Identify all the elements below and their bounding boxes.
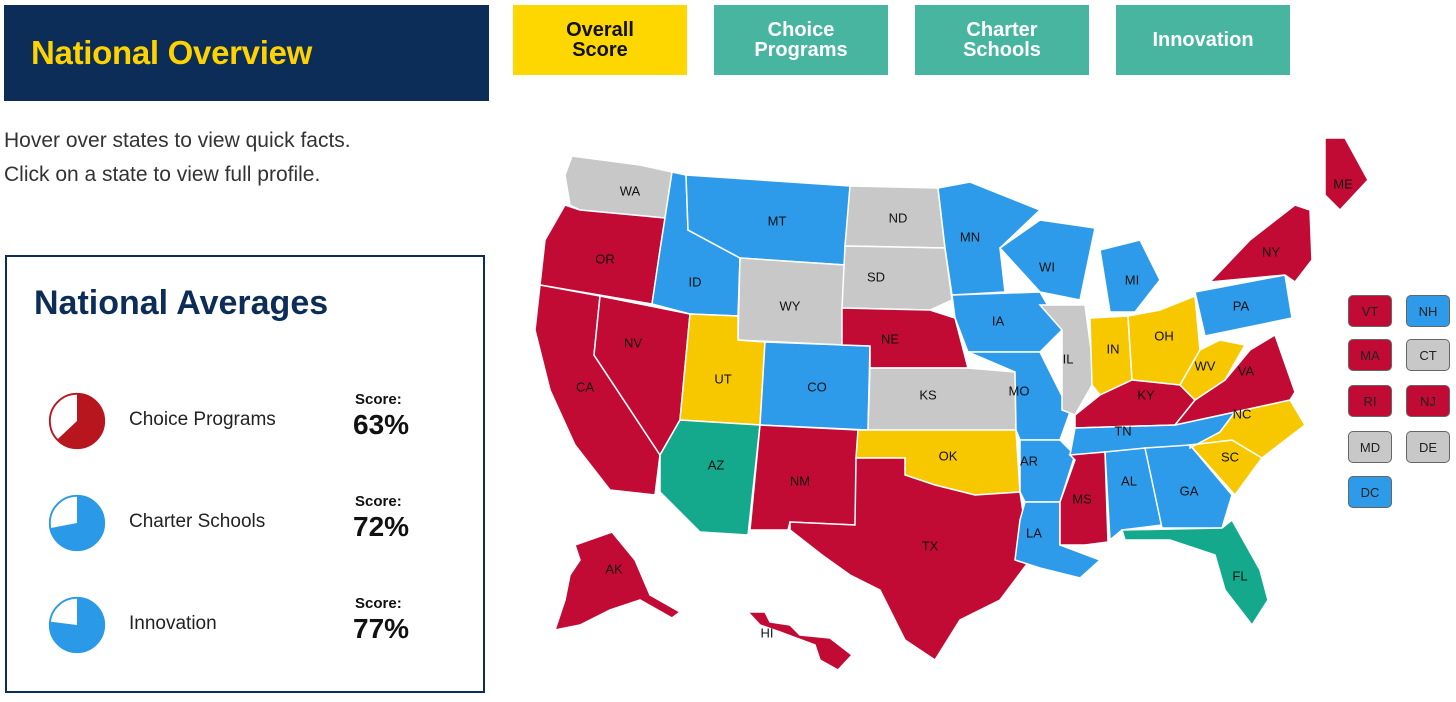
small-state-nh[interactable]: NH (1406, 295, 1450, 327)
label-ny: NY (1262, 244, 1280, 259)
state-ny[interactable] (1208, 204, 1313, 284)
label-ut: UT (714, 371, 731, 386)
national-averages-title: National Averages (34, 284, 329, 322)
label-ms: MS (1072, 491, 1092, 506)
score-value: 72% (353, 511, 410, 542)
small-state-ma[interactable]: MA (1348, 339, 1392, 371)
label-ok: OK (939, 448, 958, 463)
average-label: Charter Schools (129, 511, 266, 532)
tab-innovation[interactable]: Innovation (1116, 5, 1290, 75)
state-wa[interactable] (564, 155, 673, 219)
label-nd: ND (889, 210, 908, 225)
innovation-pie-icon (48, 596, 106, 654)
page-header: National Overview (4, 5, 489, 101)
charter-schools-pie-icon (48, 494, 106, 552)
small-state-de[interactable]: DE (1406, 431, 1450, 463)
label-wa: WA (620, 183, 641, 198)
average-innovation: Innovation Score: 77% (7, 589, 483, 659)
state-me[interactable] (1324, 137, 1369, 212)
label-ne: NE (881, 331, 899, 346)
national-averages-panel: National Averages Choice Programs Score:… (5, 255, 485, 693)
small-state-dc[interactable]: DC (1348, 476, 1392, 508)
label-ga: GA (1180, 483, 1199, 498)
score-value: 63% (353, 409, 410, 440)
label-nm: NM (790, 473, 810, 488)
label-or: OR (595, 251, 615, 266)
label-fl: FL (1232, 568, 1247, 583)
label-hi: HI (761, 625, 774, 640)
label-in: IN (1107, 341, 1120, 356)
choice-programs-pie-icon (48, 392, 106, 450)
state-wi[interactable] (998, 219, 1096, 301)
us-map-svg: WA OR CA NV ID MT WY UT CO AZ NM ND SD N… (534, 137, 1369, 671)
state-tx[interactable] (789, 457, 1031, 662)
us-map: WA OR CA NV ID MT WY UT CO AZ NM ND SD N… (525, 128, 1369, 678)
state-wv[interactable] (1179, 339, 1247, 401)
state-sd[interactable] (841, 245, 953, 311)
state-ia[interactable] (951, 291, 1063, 353)
label-al: AL (1121, 473, 1137, 488)
label-mi: MI (1125, 272, 1139, 287)
label-la: LA (1026, 525, 1042, 540)
label-mn: MN (960, 229, 980, 244)
state-mi[interactable] (1099, 239, 1161, 313)
label-ar: AR (1020, 453, 1038, 468)
small-state-nj[interactable]: NJ (1406, 385, 1450, 417)
label-ks: KS (919, 387, 937, 402)
label-oh: OH (1154, 328, 1174, 343)
label-wv: WV (1195, 358, 1216, 373)
label-va: VA (1238, 363, 1255, 378)
state-al[interactable] (1104, 447, 1163, 542)
small-state-ct[interactable]: CT (1406, 339, 1450, 371)
label-il: IL (1063, 351, 1074, 366)
pie-slice (49, 597, 105, 653)
tab-overall-score[interactable]: Overall Score (513, 5, 687, 75)
state-ak[interactable] (553, 531, 682, 631)
average-choice-programs: Choice Programs Score: 63% (7, 385, 483, 455)
page-title: National Overview (31, 34, 313, 71)
label-ky: KY (1137, 387, 1155, 402)
label-wy: WY (780, 298, 801, 313)
state-az[interactable] (659, 419, 761, 536)
instructions: Hover over states to view quick facts. C… (4, 124, 351, 192)
label-ia: IA (992, 313, 1005, 328)
state-ks[interactable] (867, 367, 1017, 431)
label-nc: NC (1233, 406, 1252, 421)
score-label: Score: (355, 595, 402, 612)
state-hi[interactable] (746, 611, 854, 671)
average-label: Innovation (129, 613, 217, 634)
label-nv: NV (624, 335, 642, 350)
label-co: CO (807, 379, 827, 394)
label-tx: TX (922, 538, 939, 553)
small-state-md[interactable]: MD (1348, 431, 1392, 463)
small-state-ri[interactable]: RI (1348, 385, 1392, 417)
label-mt: MT (768, 213, 787, 228)
label-me: ME (1333, 176, 1353, 191)
label-tn: TN (1114, 423, 1131, 438)
label-pa: PA (1233, 298, 1250, 313)
label-wi: WI (1039, 259, 1055, 274)
label-ak: AK (605, 561, 623, 576)
label-id: ID (689, 274, 702, 289)
average-label: Choice Programs (129, 409, 276, 430)
score-label: Score: (355, 391, 402, 408)
score-label: Score: (355, 493, 402, 510)
small-state-vt[interactable]: VT (1348, 295, 1392, 327)
tab-charter-schools[interactable]: Charter Schools (915, 5, 1089, 75)
label-sc: SC (1221, 449, 1239, 464)
label-mo: MO (1009, 383, 1030, 398)
label-ca: CA (576, 379, 594, 394)
tab-choice-programs[interactable]: Choice Programs (714, 5, 888, 75)
label-az: AZ (708, 457, 725, 472)
pie-slice (57, 393, 105, 449)
score-value: 77% (353, 613, 410, 644)
pie-slice (50, 495, 105, 551)
state-ga[interactable] (1144, 444, 1233, 529)
instruction-hover: Hover over states to view quick facts. (4, 129, 351, 152)
state-pa[interactable] (1194, 274, 1293, 337)
state-fl[interactable] (1120, 518, 1269, 627)
instruction-click: Click on a state to view full profile. (4, 163, 321, 186)
average-charter-schools: Charter Schools Score: 72% (7, 487, 483, 557)
label-sd: SD (867, 269, 885, 284)
